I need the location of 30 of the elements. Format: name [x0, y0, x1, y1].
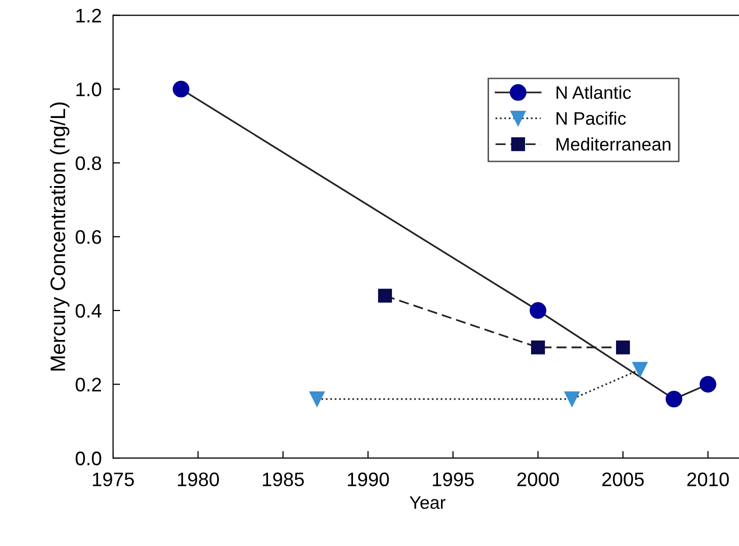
x-tick-label: 2000 [517, 472, 559, 486]
y-tick-label: 1.0 [76, 82, 102, 96]
x-tick-label: 1995 [432, 472, 474, 486]
point [666, 390, 682, 408]
y-axis-title: Mercury Concentration (ng/L) [50, 102, 70, 370]
point [564, 391, 580, 407]
y-tick-label: 0.6 [76, 230, 102, 244]
y-tick-label: 1.2 [76, 8, 101, 22]
point [309, 391, 325, 407]
point [530, 302, 546, 319]
legend-label: N Pacific [556, 112, 626, 125]
point [172, 80, 190, 98]
point [632, 362, 648, 378]
x-tick-label: 2010 [687, 472, 729, 486]
x-tick-label: 1990 [348, 472, 389, 486]
point [378, 288, 392, 303]
y-tick-label: 0.2 [76, 378, 101, 392]
y-tick-label: 0.0 [76, 452, 102, 466]
x-tick-label: 1975 [92, 472, 134, 486]
legend-label: Mediterranean [556, 137, 670, 151]
x-tick-label: 1980 [178, 472, 219, 486]
y-tick-label: 0.4 [76, 304, 102, 318]
y-tick-label: 0.8 [76, 156, 102, 170]
x-tick-label: 2005 [602, 472, 644, 486]
x-tick-label: 1985 [262, 472, 304, 486]
legend-label: N Atlantic [556, 86, 631, 99]
point [531, 340, 545, 354]
point [700, 376, 716, 393]
x-axis-title: Year [410, 496, 446, 509]
point [616, 340, 630, 354]
